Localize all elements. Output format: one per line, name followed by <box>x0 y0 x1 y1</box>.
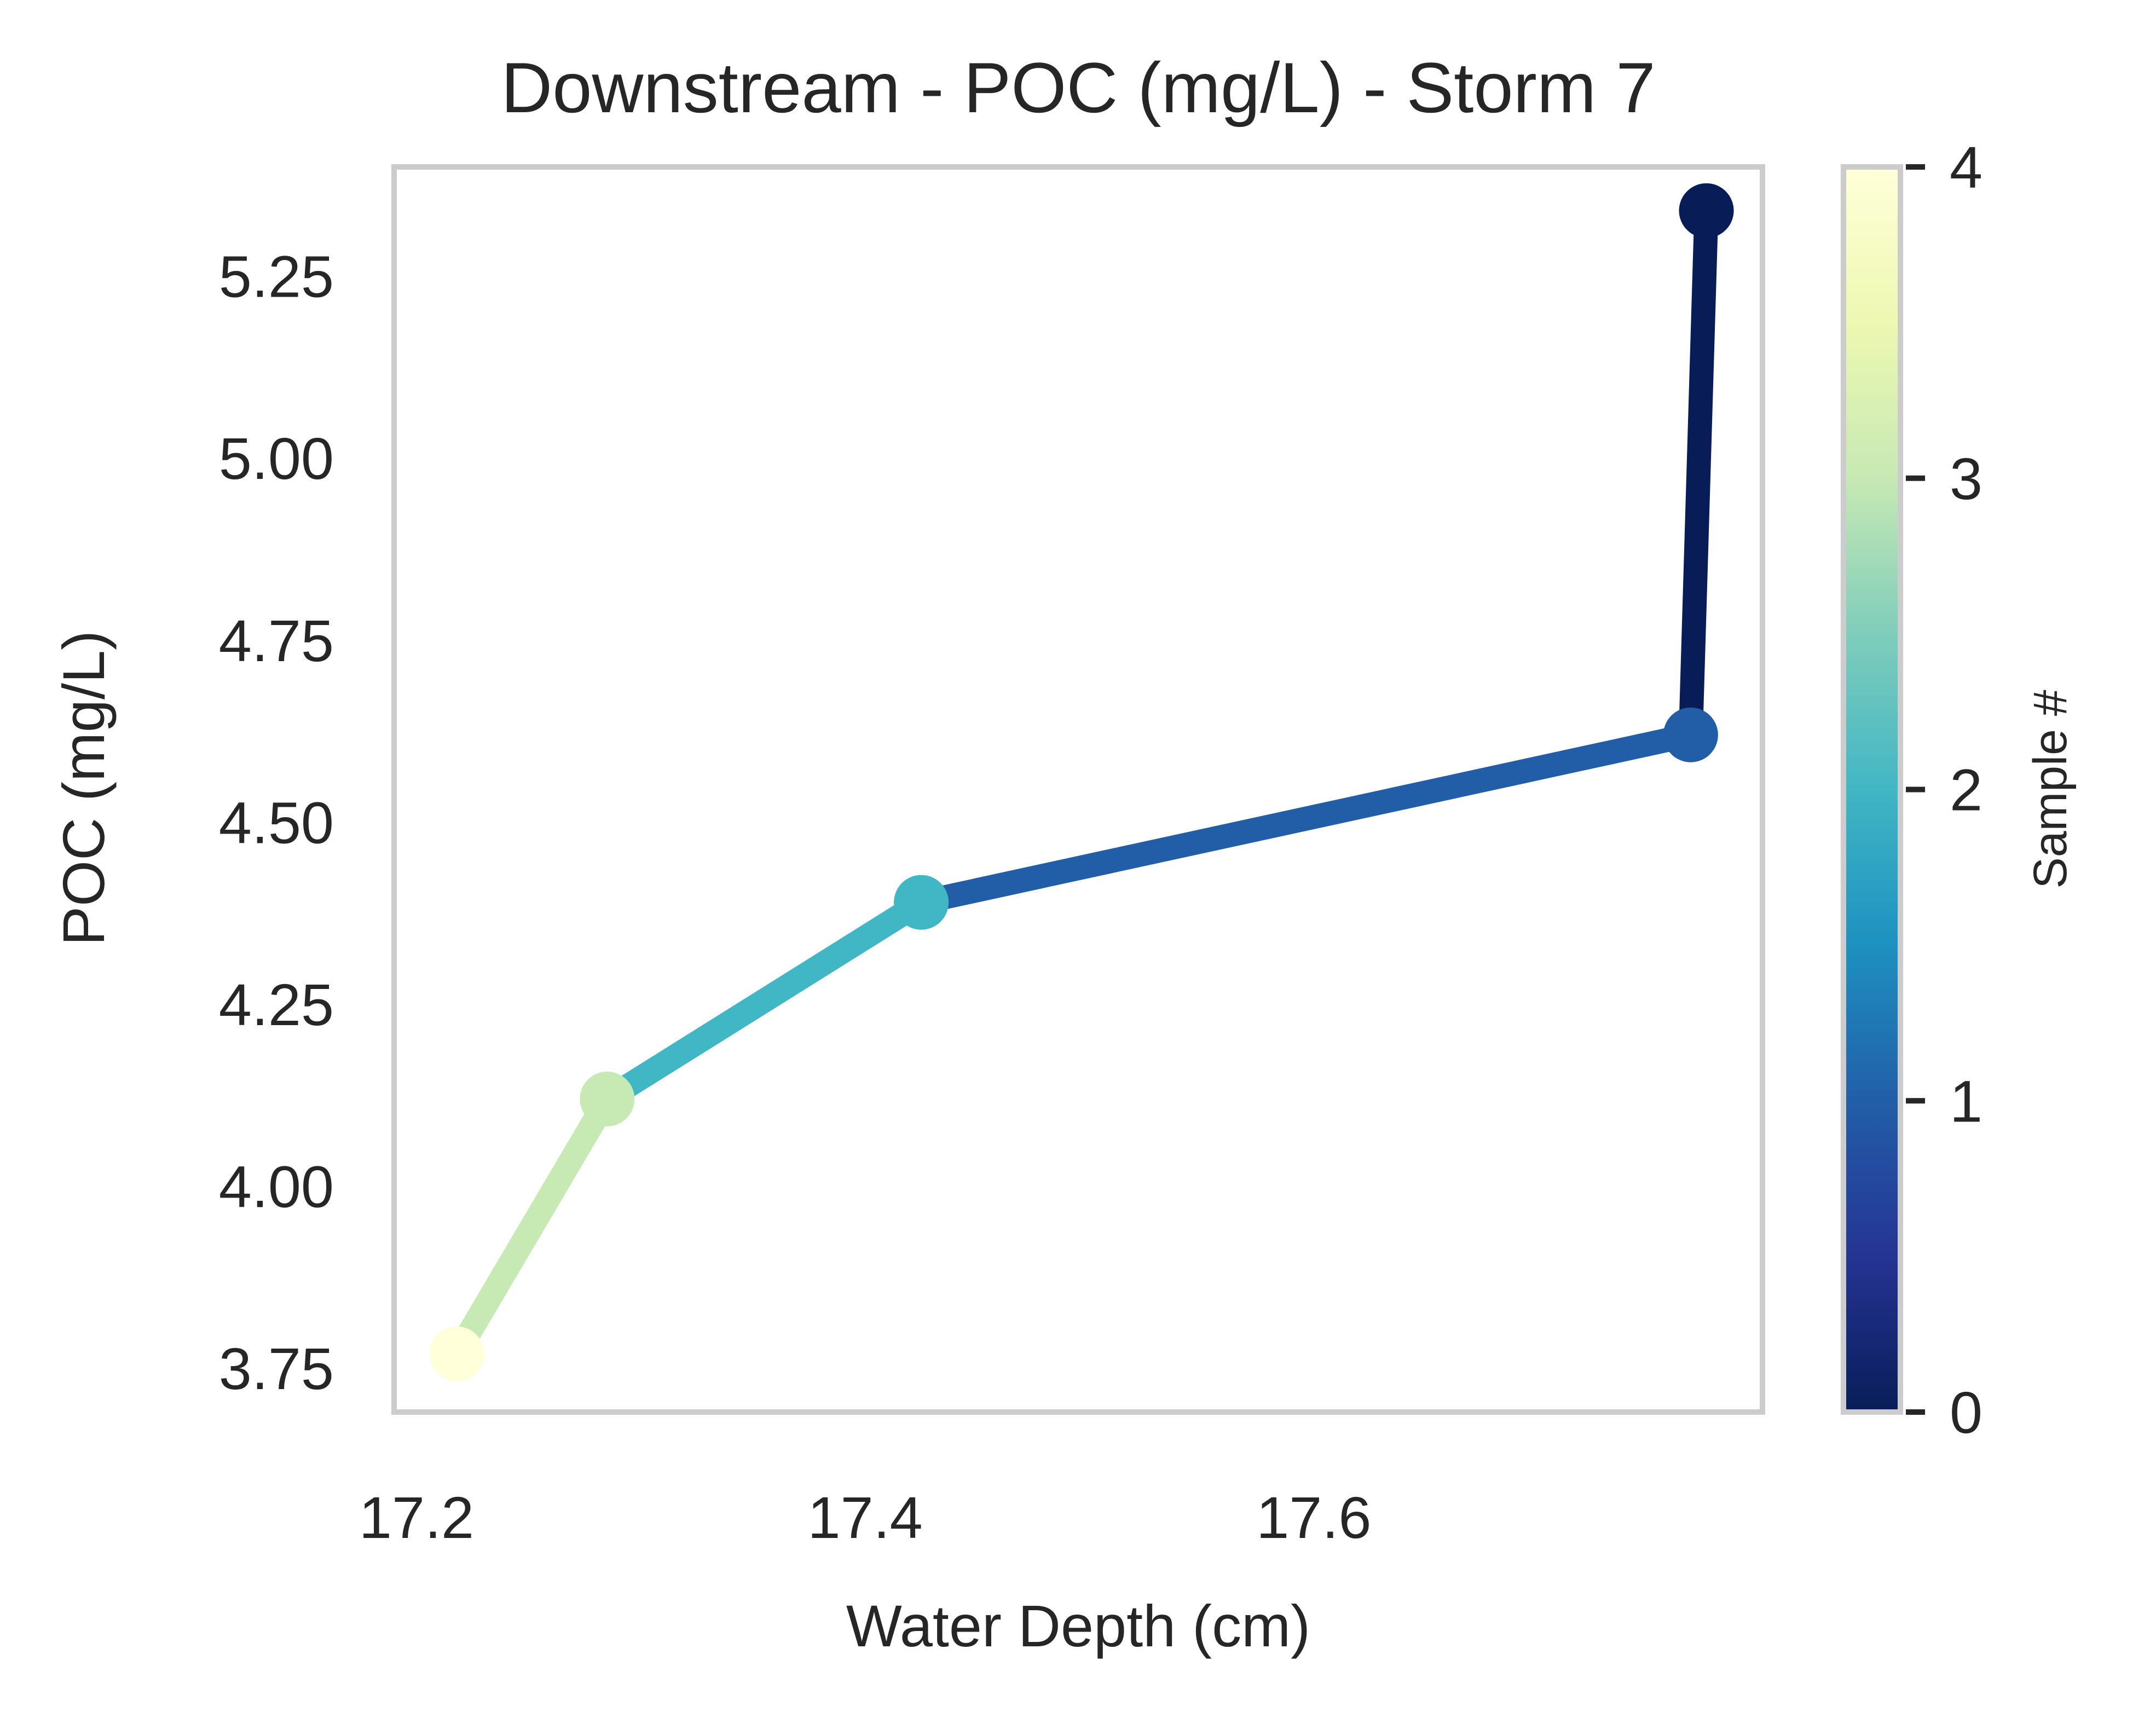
colorbar-tick-label: 1 <box>1950 1068 1982 1134</box>
line-segment <box>446 1092 618 1360</box>
colorbar-tick-label: 4 <box>1950 134 1982 200</box>
x-tick-label: 17.6 <box>1256 1484 1371 1551</box>
x-axis-label: Water Depth (cm) <box>846 1593 1310 1659</box>
y-tick-label: 4.00 <box>219 1154 334 1220</box>
colorbar-ticks: 0 1 2 3 4 <box>1906 134 1982 1445</box>
y-tick-label: 5.00 <box>219 425 334 491</box>
data-point <box>580 1071 635 1126</box>
colorbar: 0 1 2 3 4 Sample # <box>1841 134 2077 1445</box>
data-point <box>1663 707 1718 762</box>
data-point <box>894 875 949 930</box>
colorbar-tick-label: 2 <box>1950 757 1982 823</box>
data-point <box>1679 183 1734 238</box>
plot-frame <box>391 164 1765 1415</box>
chart-title: Downstream - POC (mg/L) - Storm 7 <box>501 48 1655 128</box>
data-point <box>429 1326 484 1381</box>
y-axis-ticks: 3.75 4.00 4.25 4.50 4.75 5.00 5.25 <box>219 244 334 1402</box>
line-segment <box>918 723 1693 915</box>
line-segment <box>600 892 928 1109</box>
colorbar-tick-label: 3 <box>1950 446 1982 512</box>
line-segments <box>446 210 1719 1360</box>
colorbar-label: Sample # <box>2024 690 2077 888</box>
y-tick-label: 5.25 <box>219 244 334 310</box>
y-tick-label: 4.50 <box>219 789 334 855</box>
y-axis-label: POC (mg/L) <box>50 631 117 946</box>
y-tick-label: 3.75 <box>219 1335 334 1402</box>
x-axis-ticks: 17.2 17.4 17.6 <box>359 1484 1372 1551</box>
x-tick-label: 17.2 <box>359 1484 474 1551</box>
plot-area <box>391 164 1765 1415</box>
colorbar-fill <box>1841 164 1903 1415</box>
colorbar-tick-label: 0 <box>1950 1379 1982 1445</box>
x-tick-label: 17.4 <box>808 1484 923 1551</box>
y-tick-label: 4.75 <box>219 608 334 674</box>
y-tick-label: 4.25 <box>219 971 334 1038</box>
line-segment <box>1678 210 1719 736</box>
data-points <box>429 183 1734 1381</box>
